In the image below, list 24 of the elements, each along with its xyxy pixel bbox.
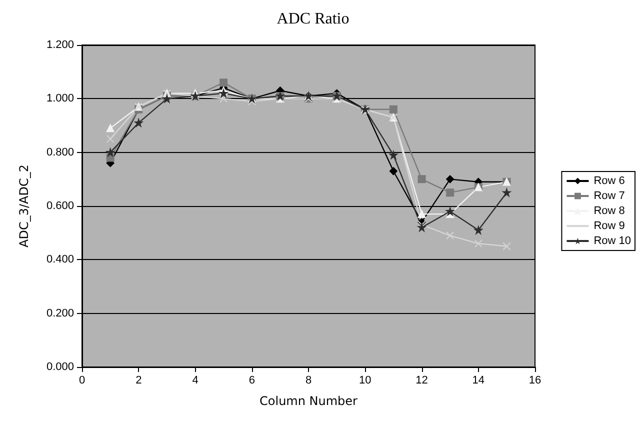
x-tick-label: 8 (305, 374, 312, 386)
legend-label: Row 7 (594, 190, 625, 202)
legend-label: Row 8 (594, 205, 625, 217)
y-tick-label: 0.200 (46, 307, 74, 320)
x-tick-label: 14 (472, 374, 484, 386)
y-tick-label: 0.800 (46, 146, 74, 158)
x-tick-label: 10 (359, 374, 372, 386)
x-tick-label: 4 (192, 374, 198, 386)
y-tick-label: 1.200 (46, 39, 74, 51)
y-tick-label: 0.600 (46, 200, 74, 212)
legend-label: Row 9 (594, 220, 625, 232)
y-tick-label: 1.000 (46, 92, 74, 105)
x-tick-label: 0 (78, 374, 86, 386)
legend-label: Row 6 (594, 175, 625, 187)
x-tick-label: 6 (248, 374, 255, 386)
x-axis-title: Column Number (260, 394, 358, 408)
x-tick-label: 12 (416, 374, 428, 386)
chart-title: ADC Ratio (276, 10, 350, 28)
y-axis-title: ADC_3/ADC_2 (17, 164, 31, 248)
x-tick-label: 2 (136, 374, 142, 386)
y-tick-label: 0.000 (46, 361, 74, 373)
x-tick-label: 16 (528, 374, 542, 386)
y-tick-label: 0.400 (46, 254, 74, 266)
legend-label: Row 10 (594, 235, 631, 247)
